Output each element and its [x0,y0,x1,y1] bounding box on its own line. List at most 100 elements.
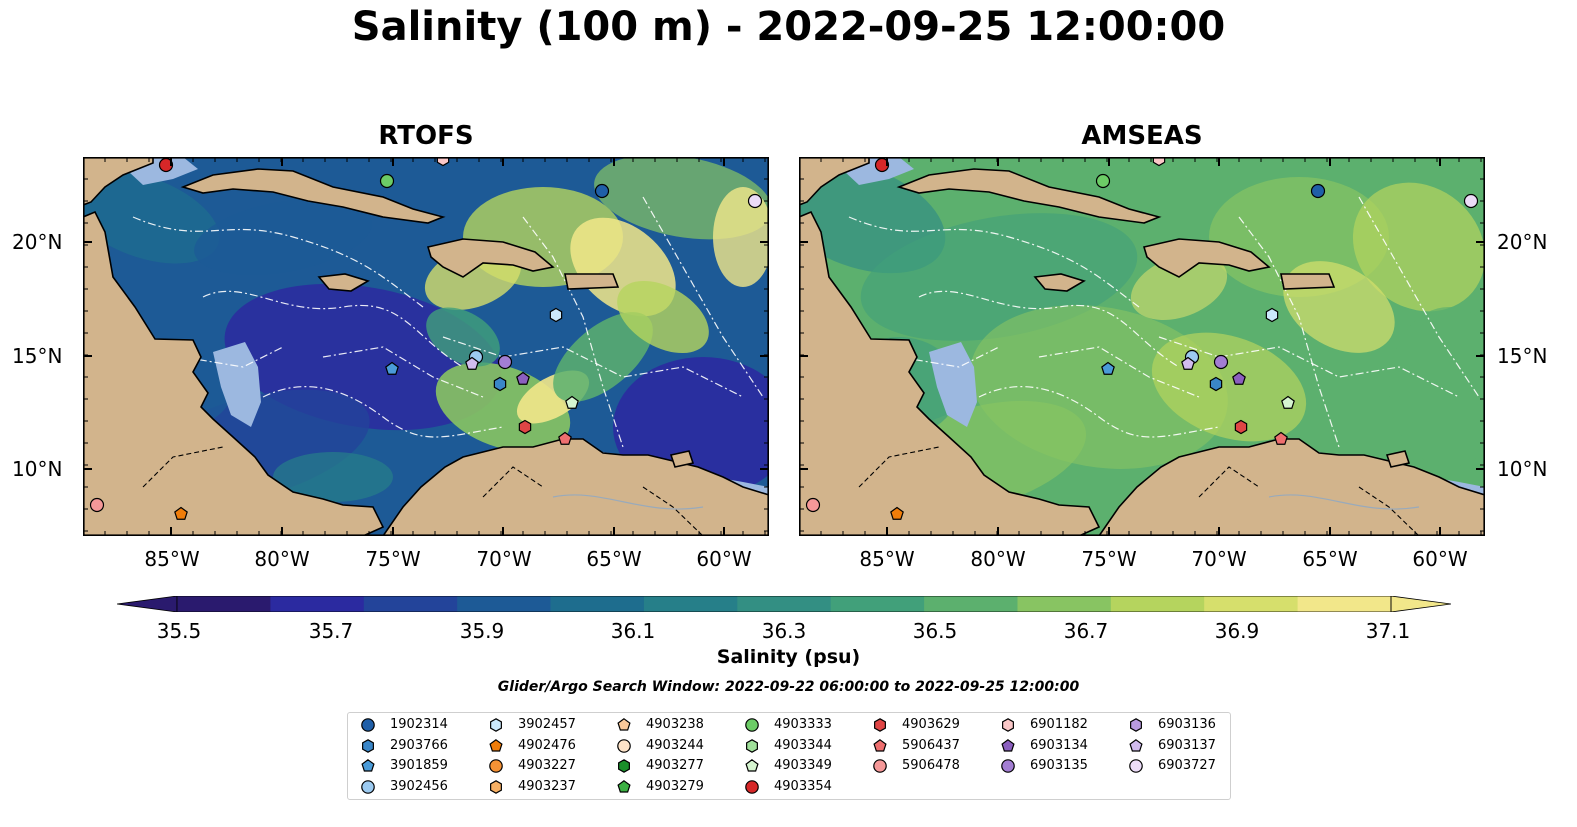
land-mass [180,168,446,224]
legend: 1902314 2903766 3901859 3902456 3902457 49024… [347,712,1231,800]
legend-marker-circle-icon [361,779,375,794]
colorbar-segment [830,596,925,612]
colorbar-segment [363,596,458,612]
legend-marker-pentagon-icon [1001,738,1015,752]
float-marker-6903727 [747,193,763,209]
legend-item-label: 6901182 [1030,717,1088,732]
lat-label-20n-right: 20°N [1497,230,1548,254]
colorbar-segment [177,596,271,612]
colorbar-segment [1017,596,1112,612]
legend-item-label: 4903333 [774,717,832,732]
map-panel-rtofs[interactable] [83,157,769,536]
colorbar [117,596,1451,612]
colorbar-tick: 35.7 [308,619,354,643]
colorbar-segment [1297,596,1392,612]
float-marker-6903134 [516,371,530,385]
boundary-line [642,196,764,398]
colorbar-extend-max [1390,596,1451,612]
legend-marker-circle-icon [1001,759,1015,773]
shelf-area [213,342,261,427]
float-marker-3902457 [1265,307,1279,323]
legend-item-label: 4903344 [774,737,832,753]
lon-label-65w: 65°W [586,547,642,571]
float-marker-2903766 [493,376,507,392]
legend-marker-pentagon-icon [873,738,887,752]
legend-item-label: 4903277 [646,758,704,773]
colorbar-segment [270,596,365,612]
river [552,494,704,510]
colorbar-tick: 36.7 [1063,619,1109,643]
float-marker-5906478 [89,497,105,513]
boundary-line [1038,346,1200,398]
search-window-caption: Glider/Argo Search Window: 2022-09-22 06… [497,679,1080,695]
lon-label-70w-right: 70°W [1191,547,1247,571]
legend-marker-circle-icon [745,718,759,732]
boundary-line [182,346,284,368]
colorbar-tick: 35.9 [459,619,505,643]
colorbar-segment [1204,596,1299,612]
float-marker-4902476 [890,506,904,520]
legend-marker-hexagon-icon [874,718,886,732]
colorbar-segment [1110,596,1205,612]
legend-item-label: 6903137 [1158,737,1216,753]
float-marker-6903727 [1463,193,1479,209]
colorbar-tick: 36.9 [1214,619,1260,643]
lon-label-75w-right: 75°W [1081,547,1137,571]
country-border [858,446,1420,536]
float-marker-6903137 [465,356,479,370]
boundary-line [202,290,464,368]
legend-marker-hexagon-icon [362,738,374,753]
lon-label-70w: 70°W [476,547,532,571]
boundary-line [442,336,744,398]
legend-marker-circle-icon [1129,759,1143,773]
legend-item-label: 6903136 [1158,717,1216,732]
legend-item-label: 4903279 [646,778,704,794]
legend-marker-hexagon-icon [1130,718,1142,732]
float-marker-4903349 [565,395,579,409]
float-marker-6903134 [1232,371,1246,385]
land-mass [1033,273,1086,292]
legend-item-label: 4902476 [518,737,576,753]
float-marker-6901182 [1152,157,1166,167]
boundary-line [848,216,1140,308]
lat-label-20n: 20°N [12,230,63,254]
legend-marker-hexagon-icon [490,779,502,794]
float-marker-1902314 [594,183,610,199]
float-marker-4903349 [1281,395,1295,409]
legend-item-label: 3901859 [390,758,448,773]
float-marker-5906437 [1274,431,1288,445]
lat-label-10n-right: 10°N [1497,457,1548,481]
boundary-line [918,290,1180,368]
float-marker-4903629 [1234,419,1248,435]
boundary-line [132,216,424,308]
legend-item-label: 4903237 [518,778,576,794]
map-panel-amseas[interactable] [799,157,1485,536]
boundary-line [522,216,624,448]
legend-item-label: 4903629 [902,717,960,732]
legend-marker-pentagon-icon [489,738,503,752]
boundary-line [1358,196,1480,398]
colorbar-tick: 35.5 [156,619,202,643]
legend-item-label: 6903727 [1158,758,1216,773]
panel-title-rtofs: RTOFS [378,121,474,151]
lon-label-65w-right: 65°W [1302,547,1358,571]
float-marker-5906437 [558,431,572,445]
float-marker-4903333 [1095,173,1111,189]
boundary-line [978,386,1220,438]
float-marker-2903766 [1209,376,1223,392]
colorbar-segment [643,596,738,612]
legend-marker-hexagon-icon [1002,718,1014,732]
legend-marker-circle-icon [617,738,631,753]
legend-marker-hexagon-icon [746,738,758,753]
colorbar-segment [550,596,645,612]
legend-item-label: 2903766 [390,737,448,753]
legend-item-label: 4903244 [646,737,704,753]
figure-title: Salinity (100 m) - 2022-09-25 12:00:00 [351,4,1226,50]
land-mass [382,438,769,536]
float-marker-3902457 [549,307,563,323]
map-frame [799,157,1485,536]
land-mass [1098,438,1485,536]
land-mass [1280,273,1336,290]
legend-marker-hexagon-icon [490,718,502,732]
lon-label-60w: 60°W [696,547,752,571]
